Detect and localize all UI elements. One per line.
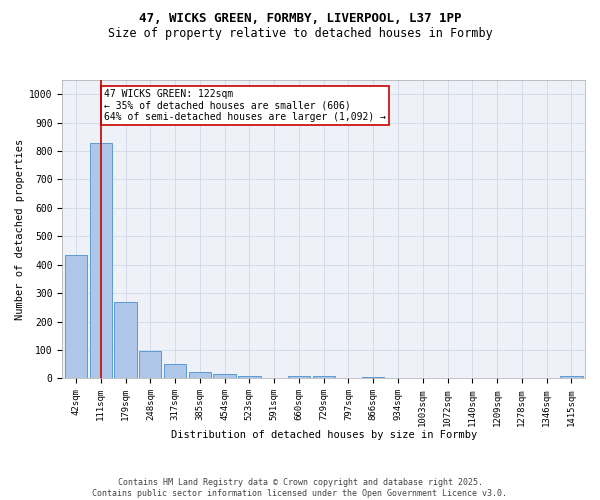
Bar <box>189 372 211 378</box>
Bar <box>89 142 112 378</box>
Bar <box>238 376 260 378</box>
Bar <box>362 377 385 378</box>
Y-axis label: Number of detached properties: Number of detached properties <box>15 138 25 320</box>
Bar <box>65 255 87 378</box>
Bar <box>115 302 137 378</box>
Bar <box>139 352 161 378</box>
X-axis label: Distribution of detached houses by size in Formby: Distribution of detached houses by size … <box>170 430 477 440</box>
Bar <box>214 374 236 378</box>
Bar <box>313 376 335 378</box>
Bar <box>560 376 583 378</box>
Text: Size of property relative to detached houses in Formby: Size of property relative to detached ho… <box>107 28 493 40</box>
Bar <box>288 376 310 378</box>
Text: Contains HM Land Registry data © Crown copyright and database right 2025.
Contai: Contains HM Land Registry data © Crown c… <box>92 478 508 498</box>
Text: 47, WICKS GREEN, FORMBY, LIVERPOOL, L37 1PP: 47, WICKS GREEN, FORMBY, LIVERPOOL, L37 … <box>139 12 461 26</box>
Bar <box>164 364 186 378</box>
Text: 47 WICKS GREEN: 122sqm
← 35% of detached houses are smaller (606)
64% of semi-de: 47 WICKS GREEN: 122sqm ← 35% of detached… <box>104 88 386 122</box>
